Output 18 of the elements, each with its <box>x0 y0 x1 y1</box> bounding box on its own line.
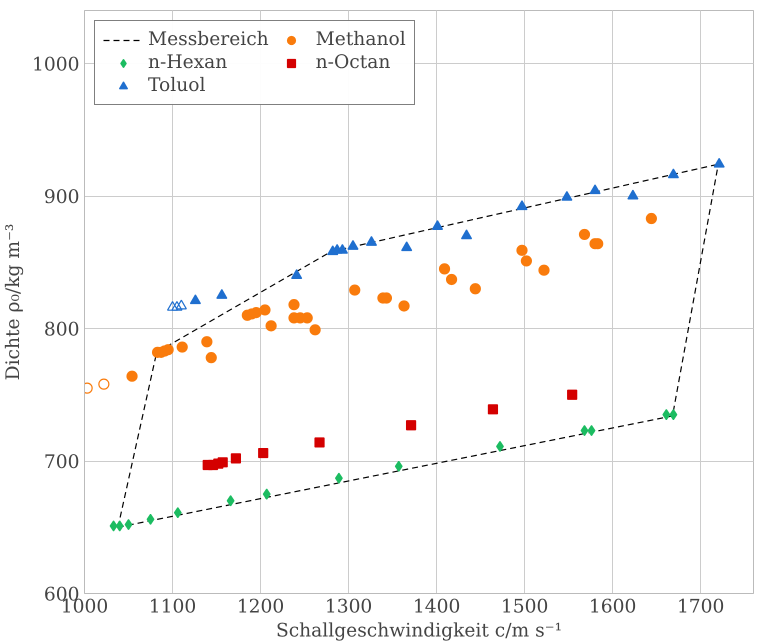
x-tick-label: 1300 <box>324 596 372 618</box>
x-axis-title: Schallgeschwindigkeit c/m s⁻¹ <box>276 620 562 642</box>
x-tick-label: 1400 <box>412 596 460 618</box>
legend-label: n-Hexan <box>148 52 228 73</box>
y-tick-label: 1000 <box>32 54 80 76</box>
y-tick-label: 900 <box>44 187 80 208</box>
y-axis-title: Dichte ρ₀/kg m⁻³ <box>3 224 24 380</box>
y-tick-label: 700 <box>44 452 80 473</box>
x-tick-label: 1100 <box>148 596 196 618</box>
legend-label: n-Octan <box>316 52 390 73</box>
legend-label: Messbereich <box>148 29 269 50</box>
x-tick-label: 1200 <box>236 596 284 618</box>
x-tick-label: 1600 <box>588 596 636 618</box>
x-tick-label: 1700 <box>676 596 724 618</box>
x-tick-label: 1500 <box>500 596 548 618</box>
y-tick-label: 800 <box>44 320 80 340</box>
legend-label: Methanol <box>316 29 406 50</box>
legend-label: Toluol <box>148 75 206 96</box>
